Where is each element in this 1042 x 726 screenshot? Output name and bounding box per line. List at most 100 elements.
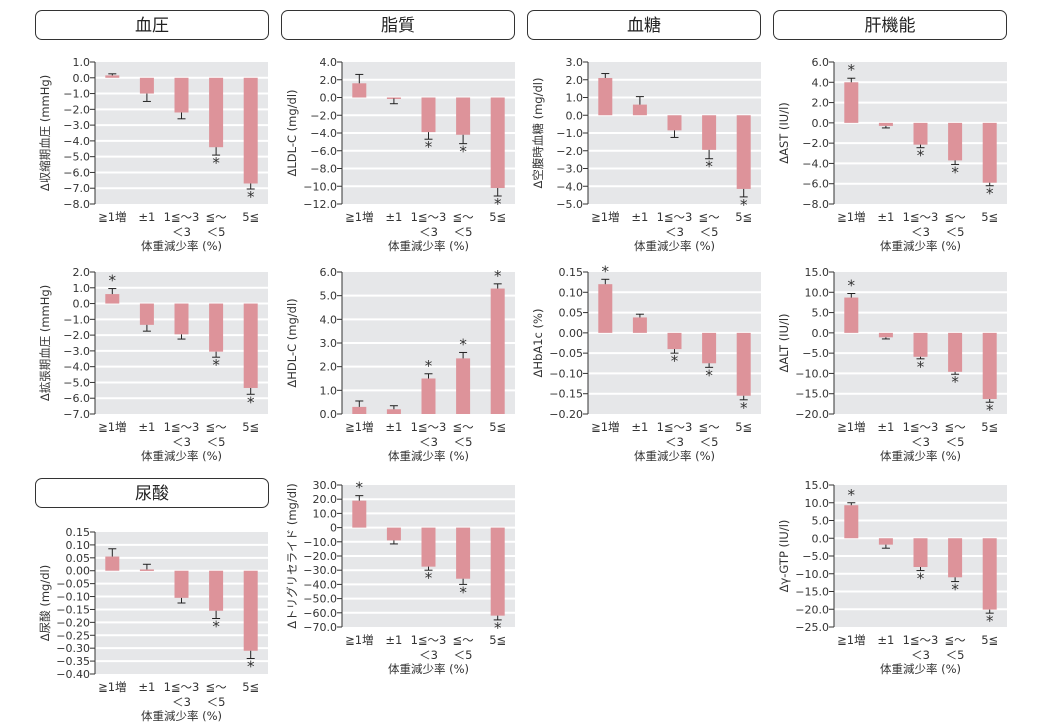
bar bbox=[982, 538, 997, 610]
category-label: ≦〜 bbox=[206, 420, 228, 434]
y-tick-label: −2.0 bbox=[310, 109, 337, 122]
y-tick-label: 1.0 bbox=[73, 56, 91, 69]
y-tick-label: −60.0 bbox=[303, 607, 337, 620]
chart-ggt: 15.0 10.0 5.0 0.0 −5.0 −10.0 −15.0 −20.0 −25.0 Δγ… bbox=[774, 473, 1019, 683]
category-label-line2: ＜5 bbox=[207, 695, 226, 709]
y-tick-label: −0.35 bbox=[56, 655, 90, 668]
category-label: ≦〜 bbox=[453, 633, 475, 647]
chart-hba1c: 0.15 0.10 0.05 0.00 −0.05 −0.10 −0.15 −0.20 ΔHbA… bbox=[528, 260, 773, 470]
significance-marker: * bbox=[740, 399, 748, 417]
category-label-line2: ＜3 bbox=[665, 225, 684, 239]
y-tick-label: −50.0 bbox=[303, 593, 337, 606]
category-label: ≧1増 bbox=[837, 633, 865, 647]
category-label: ±1 bbox=[385, 420, 402, 434]
x-axis-label: 体重減少率 (%) bbox=[880, 662, 961, 676]
y-tick-label: −0.40 bbox=[56, 668, 90, 681]
plot-area bbox=[95, 272, 268, 414]
y-tick-label: −0.30 bbox=[56, 642, 90, 655]
y-tick-label: −4.0 bbox=[802, 157, 829, 170]
x-axis-label: 体重減少率 (%) bbox=[634, 239, 715, 253]
category-label: ≧1増 bbox=[345, 633, 373, 647]
bar bbox=[948, 122, 963, 161]
y-tick-label: 1.0 bbox=[566, 92, 584, 105]
y-tick-label: −4.0 bbox=[310, 127, 337, 140]
bar bbox=[174, 303, 189, 335]
category-label: ±1 bbox=[877, 210, 894, 224]
section-header-glucose: 血糖 bbox=[527, 10, 761, 40]
category-label-line2: ＜3 bbox=[419, 648, 438, 662]
category-label: ≧1増 bbox=[591, 420, 619, 434]
chart-ast: 6.0 4.0 2.0 0.0 −2.0 −4.0 −6.0 −8.0 ΔAST (IU/l) *… bbox=[774, 50, 1019, 260]
y-tick-label: −0.20 bbox=[56, 616, 90, 629]
category-label-line2: ＜5 bbox=[207, 435, 226, 449]
significance-marker: * bbox=[602, 262, 610, 280]
chart-uric-acid: 0.15 0.10 0.05 0.00 −0.05 −0.10 −0.15 −0.20 −0.2… bbox=[35, 520, 280, 726]
chart-alt: 15.0 10.0 5.0 0.0 −5.0 −10.0 −15.0 −20.0 ΔALT (I… bbox=[774, 260, 1019, 470]
category-label: 1≦〜3 bbox=[903, 420, 939, 434]
y-tick-label: 0.0 bbox=[320, 408, 338, 421]
y-axis-label: Δ尿酸 (mg/dl) bbox=[38, 565, 52, 641]
category-label: 1≦〜3 bbox=[657, 420, 693, 434]
chart-diastolic-bp: 2.0 1.0 0.0 −1.0 −2.0 −3.0 −4.0 −5.0 −6.0 −7.0 Δ拡張… bbox=[35, 260, 280, 470]
y-tick-label: −8.0 bbox=[802, 198, 829, 211]
significance-marker: * bbox=[917, 570, 925, 588]
y-tick-label: −0.20 bbox=[549, 408, 583, 421]
category-label: ≧1増 bbox=[98, 210, 126, 224]
significance-marker: * bbox=[212, 617, 220, 635]
chart-svg: 30.020.010.0 0−10.0−20.0−30.0−40.0 −50.0−6… bbox=[285, 479, 515, 676]
bar bbox=[456, 358, 471, 414]
bar bbox=[702, 115, 717, 150]
y-axis-label: Δγ-GTP (IU/l) bbox=[777, 520, 791, 593]
y-tick-label: 3.0 bbox=[320, 337, 338, 350]
section-header-uric-acid: 尿酸 bbox=[35, 478, 269, 508]
y-tick-label: −7.0 bbox=[63, 182, 90, 195]
category-label-line2: ＜5 bbox=[700, 225, 719, 239]
category-label: ±1 bbox=[877, 633, 894, 647]
category-label: ≧1増 bbox=[591, 210, 619, 224]
bar bbox=[490, 97, 505, 189]
y-tick-label: −30.0 bbox=[303, 564, 337, 577]
bar bbox=[913, 538, 928, 568]
y-tick-label: 0.0 bbox=[812, 117, 830, 130]
category-label-line2: ＜5 bbox=[454, 225, 473, 239]
bar bbox=[667, 115, 682, 131]
y-tick-label: −2.0 bbox=[556, 145, 583, 158]
chart-hdl: 6.0 5.0 4.0 3.0 2.0 1.0 0.0 ΔHDL-C (mg/dl) ≧1増 ±1… bbox=[282, 260, 527, 470]
y-tick-label: −3.0 bbox=[556, 163, 583, 176]
y-tick-label: 0.05 bbox=[559, 307, 584, 320]
bar bbox=[702, 332, 717, 364]
category-label-line2: ＜5 bbox=[700, 435, 719, 449]
bar bbox=[490, 288, 505, 414]
y-tick-label: 0.00 bbox=[559, 327, 584, 340]
chart-svg: 4.0 2.0 0.0 −2.0 −4.0 −6.0 −8.0 −10.0 −12.0 ΔLDL-… bbox=[285, 56, 515, 253]
category-label: ≦〜 bbox=[945, 420, 967, 434]
y-tick-label: 0.0 bbox=[566, 109, 584, 122]
bar bbox=[386, 409, 401, 414]
bar bbox=[105, 556, 120, 571]
y-tick-label: 30.0 bbox=[313, 479, 338, 492]
category-label: 5≦ bbox=[489, 420, 506, 434]
y-tick-label: 1.0 bbox=[73, 282, 91, 295]
y-tick-label: 15.0 bbox=[805, 479, 830, 492]
significance-marker: * bbox=[494, 267, 502, 285]
significance-marker: * bbox=[425, 357, 433, 375]
category-label: ±1 bbox=[385, 633, 402, 647]
y-tick-label: −2.0 bbox=[63, 103, 90, 116]
y-tick-label: −0.05 bbox=[56, 578, 90, 591]
y-axis-label: ΔLDL-C (mg/dl) bbox=[285, 89, 299, 176]
y-tick-label: −25.0 bbox=[795, 621, 829, 634]
category-label-line2: ＜3 bbox=[172, 225, 191, 239]
category-label-line2: ＜3 bbox=[911, 225, 930, 239]
category-label: 5≦ bbox=[981, 633, 998, 647]
y-tick-label: 2.0 bbox=[566, 74, 584, 87]
chart-triglyceride: 30.0 20.0 10.0 0 −10.0 −20.0 −30.0 −40.0 −50.0 −6… bbox=[282, 473, 527, 683]
category-label: ≧1増 bbox=[837, 420, 865, 434]
bar bbox=[352, 83, 367, 98]
significance-marker: * bbox=[705, 158, 713, 176]
bar bbox=[982, 332, 997, 399]
category-label: ±1 bbox=[138, 680, 155, 694]
bar bbox=[139, 77, 154, 94]
bar bbox=[243, 570, 258, 651]
category-label: 1≦〜3 bbox=[657, 210, 693, 224]
